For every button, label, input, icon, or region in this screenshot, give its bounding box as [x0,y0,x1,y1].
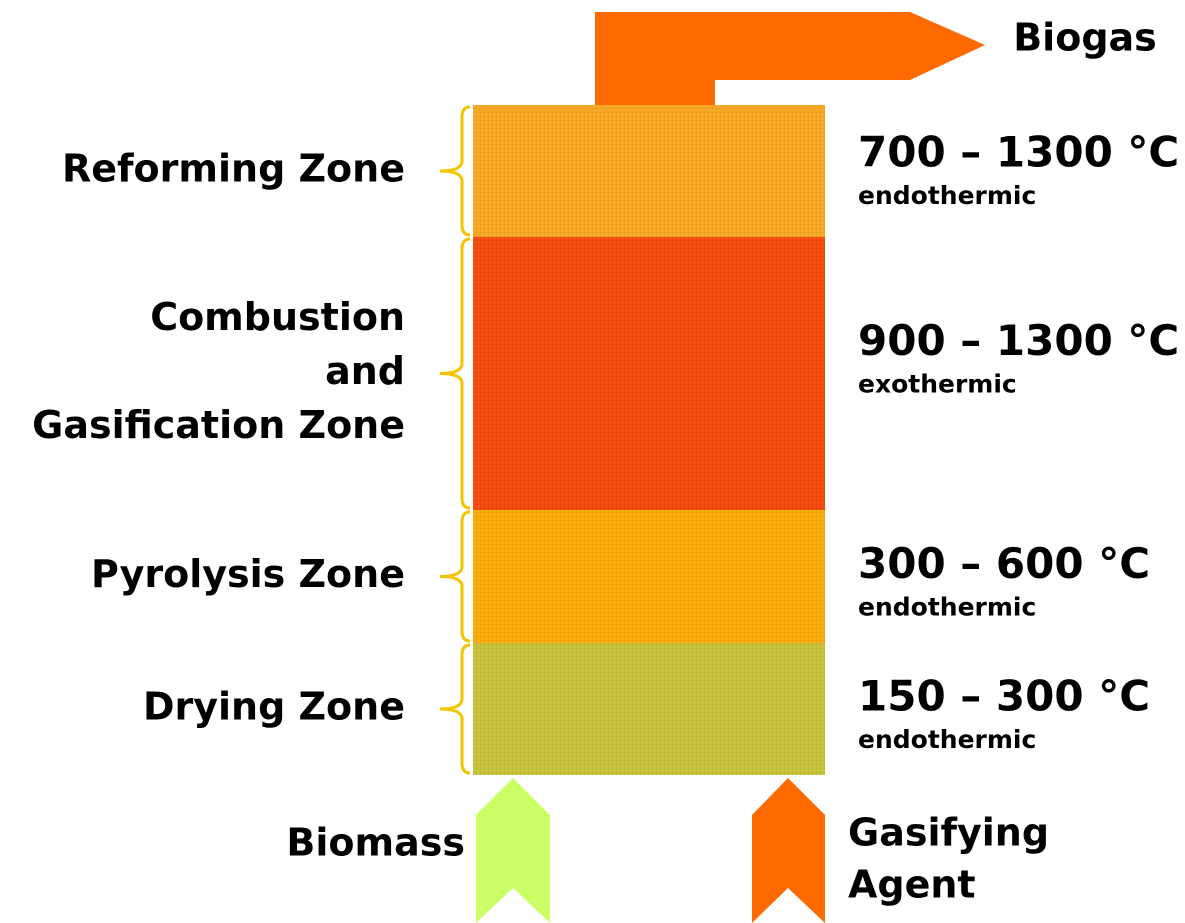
zone-texture [473,105,825,237]
agent-arrow [752,778,825,923]
input-label: Gasifying [848,811,1049,855]
reaction-type: exothermic [858,370,1017,399]
zone-label: Reforming Zone [62,147,405,191]
input-label: Biomass [286,821,465,865]
zone-label: Pyrolysis Zone [91,552,405,596]
zone-texture [473,510,825,643]
brace [439,643,471,775]
zone-texture [473,643,825,775]
zone-texture [473,237,825,510]
brace [439,105,471,237]
reaction-type: endothermic [858,181,1036,210]
input-label: Agent [848,863,976,907]
reaction-type: endothermic [858,725,1036,754]
brace [439,510,471,643]
temperature: 150 – 300 °C [858,672,1150,721]
zone-label: Combustion [150,295,405,339]
zone-label: Drying Zone [143,685,405,729]
biomass-arrow [476,778,550,923]
temperature: 300 – 600 °C [858,539,1150,588]
reaction-type: endothermic [858,593,1036,622]
zone-label: and [325,349,405,393]
output-label: Biogas [1013,16,1157,60]
zone-label: Gasification Zone [32,403,405,447]
temperature: 900 – 1300 °C [858,316,1179,365]
biogas-arrow [595,12,985,105]
temperature: 700 – 1300 °C [858,128,1179,177]
brace [439,237,471,510]
